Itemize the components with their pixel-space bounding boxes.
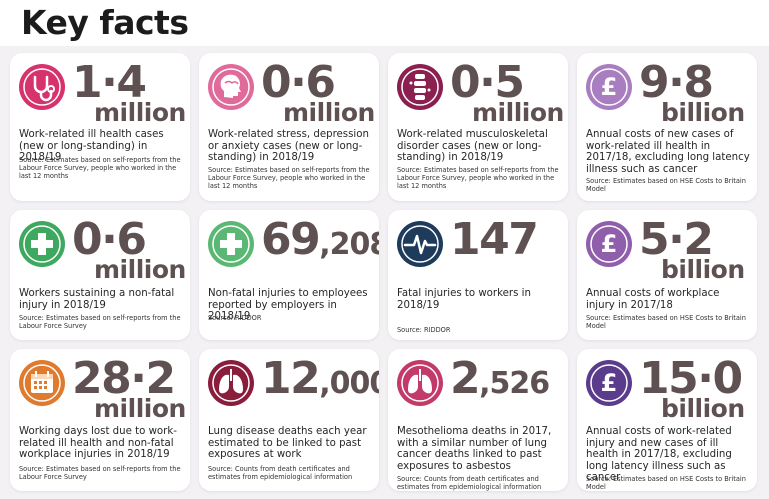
first-aid-cross-icon — [207, 220, 255, 268]
fact-description: Annual costs of new cases of work-relate… — [586, 129, 750, 175]
svg-text:£: £ — [601, 73, 618, 101]
fact-card-reported-injuries: 69,208 Non-fatal injuries to employees r… — [199, 210, 379, 340]
fact-description: Workers sustaining a non-fatal injury in… — [19, 288, 175, 311]
title-band — [0, 0, 769, 46]
stat-unit: million — [94, 394, 186, 423]
stat-number-major: 69 — [261, 214, 321, 265]
fact-description: Fatal injuries to workers in 2018/19 — [397, 288, 531, 311]
stat-value: 2,526 — [450, 357, 564, 406]
page-title: Key facts — [21, 3, 189, 42]
fact-description: Non-fatal injuries to employees reported… — [208, 288, 368, 323]
fact-description: Work-related musculoskeletal disorder ca… — [397, 129, 548, 164]
calendar-icon — [18, 359, 66, 407]
fact-source: Source: RIDDOR — [397, 326, 451, 334]
fact-card-lung-disease: 12,000 Lung disease deaths each year est… — [199, 349, 379, 491]
stat-unit: million — [472, 98, 564, 127]
stat-value: 69,208 — [261, 218, 379, 267]
spine-icon — [396, 63, 444, 111]
fact-card-mesothelioma: 2,526 Mesothelioma deaths in 2017, with … — [388, 349, 568, 491]
pound-icon: £ — [585, 220, 633, 268]
stat-number: 69,208 — [261, 218, 379, 267]
fact-description: Mesothelioma deaths in 2017, with a simi… — [397, 426, 552, 472]
stat-unit: billion — [661, 98, 745, 127]
stat-value: 0·5 million — [450, 57, 564, 127]
stat-value: 12,000 — [261, 357, 379, 406]
fact-source: Source: Estimates based on self-reports … — [19, 465, 181, 481]
fact-source: Source: RIDDOR — [208, 314, 262, 322]
stat-unit: million — [283, 98, 375, 127]
lungs-icon — [207, 359, 255, 407]
stat-number: 2,526 — [450, 357, 564, 406]
fact-card-ill-health-costs: £ 9·8 billion Annual costs of new cases … — [577, 53, 757, 201]
stethoscope-icon — [18, 63, 66, 111]
lungs-icon — [396, 359, 444, 407]
fact-source: Source: Estimates based on self-reports … — [397, 166, 559, 190]
stat-number: 5·2 — [639, 214, 714, 265]
fact-description: Work-related ill health cases (new or lo… — [19, 129, 164, 164]
stat-number-minor: ,000 — [319, 366, 379, 401]
fact-source: Source: Estimates based on self-reports … — [19, 156, 181, 180]
fact-source: Source: Estimates based on self-reports … — [19, 314, 181, 330]
stat-number: 9·8 — [639, 57, 714, 108]
fact-card-injury-costs: £ 5·2 billion Annual costs of workplace … — [577, 210, 757, 340]
stat-value: 9·8 billion — [639, 57, 753, 127]
fact-card-working-days-lost: 28·2 million Working days lost due to wo… — [10, 349, 190, 491]
svg-text:£: £ — [601, 369, 618, 397]
head-icon — [207, 63, 255, 111]
fact-description: Working days lost due to work-related il… — [19, 426, 177, 461]
stat-unit: billion — [661, 255, 745, 284]
stat-unit: million — [94, 255, 186, 284]
stat-number: 147 — [450, 214, 539, 265]
fact-source: Source: Estimates based on HSE Costs to … — [586, 475, 746, 491]
fact-description: Annual costs of work-related injury and … — [586, 426, 732, 484]
fact-card-non-fatal-injury: 0·6 million Workers sustaining a non-fat… — [10, 210, 190, 340]
stat-number: 12,000 — [261, 357, 379, 406]
key-facts-grid: 1·4 million Work-related ill health case… — [10, 53, 762, 493]
pound-icon: £ — [585, 63, 633, 111]
fact-card-total-costs: £ 15·0 billion Annual costs of work-rela… — [577, 349, 757, 491]
fact-source: Source: Estimates based on self-reports … — [208, 166, 370, 190]
fact-source: Source: Estimates based on HSE Costs to … — [586, 314, 746, 330]
stat-value: 15·0 billion — [639, 353, 753, 423]
fact-source: Source: Counts from death certificates a… — [397, 475, 542, 491]
fact-card-musculoskeletal: 0·5 million Work-related musculoskeletal… — [388, 53, 568, 201]
pound-icon: £ — [585, 359, 633, 407]
stat-value: 0·6 million — [72, 214, 186, 284]
fact-card-ill-health: 1·4 million Work-related ill health case… — [10, 53, 190, 201]
stat-value: 1·4 million — [72, 57, 186, 127]
stat-unit: million — [94, 98, 186, 127]
stat-value: 28·2 million — [72, 353, 186, 423]
fact-source: Source: Estimates based on HSE Costs to … — [586, 177, 746, 193]
stat-number: 0·6 — [261, 57, 336, 108]
stat-unit: billion — [661, 394, 745, 423]
heartbeat-icon — [396, 220, 444, 268]
stat-number: 15·0 — [639, 353, 743, 404]
fact-description: Lung disease deaths each year estimated … — [208, 426, 367, 461]
stat-number-minor: ,208 — [319, 227, 379, 262]
fact-description: Annual costs of workplace injury in 2017… — [586, 288, 720, 311]
first-aid-cross-icon — [18, 220, 66, 268]
stat-number-major: 12 — [261, 353, 321, 404]
fact-card-stress: 0·6 million Work-related stress, depress… — [199, 53, 379, 201]
stat-number: 1·4 — [72, 57, 147, 108]
fact-card-fatal-injuries: 147 Fatal injuries to workers in 2018/19… — [388, 210, 568, 340]
stat-number: 0·5 — [450, 57, 525, 108]
stat-value: 5·2 billion — [639, 214, 753, 284]
stat-number: 28·2 — [72, 353, 176, 404]
stat-number: 0·6 — [72, 214, 147, 265]
fact-source: Source: Counts from death certificates a… — [208, 465, 353, 481]
stat-value: 147 — [450, 218, 564, 262]
stat-number-minor: ,526 — [479, 366, 550, 401]
stat-value: 0·6 million — [261, 57, 375, 127]
fact-description: Work-related stress, depression or anxie… — [208, 129, 369, 164]
svg-text:£: £ — [601, 230, 618, 258]
stat-number-major: 2 — [450, 353, 481, 404]
